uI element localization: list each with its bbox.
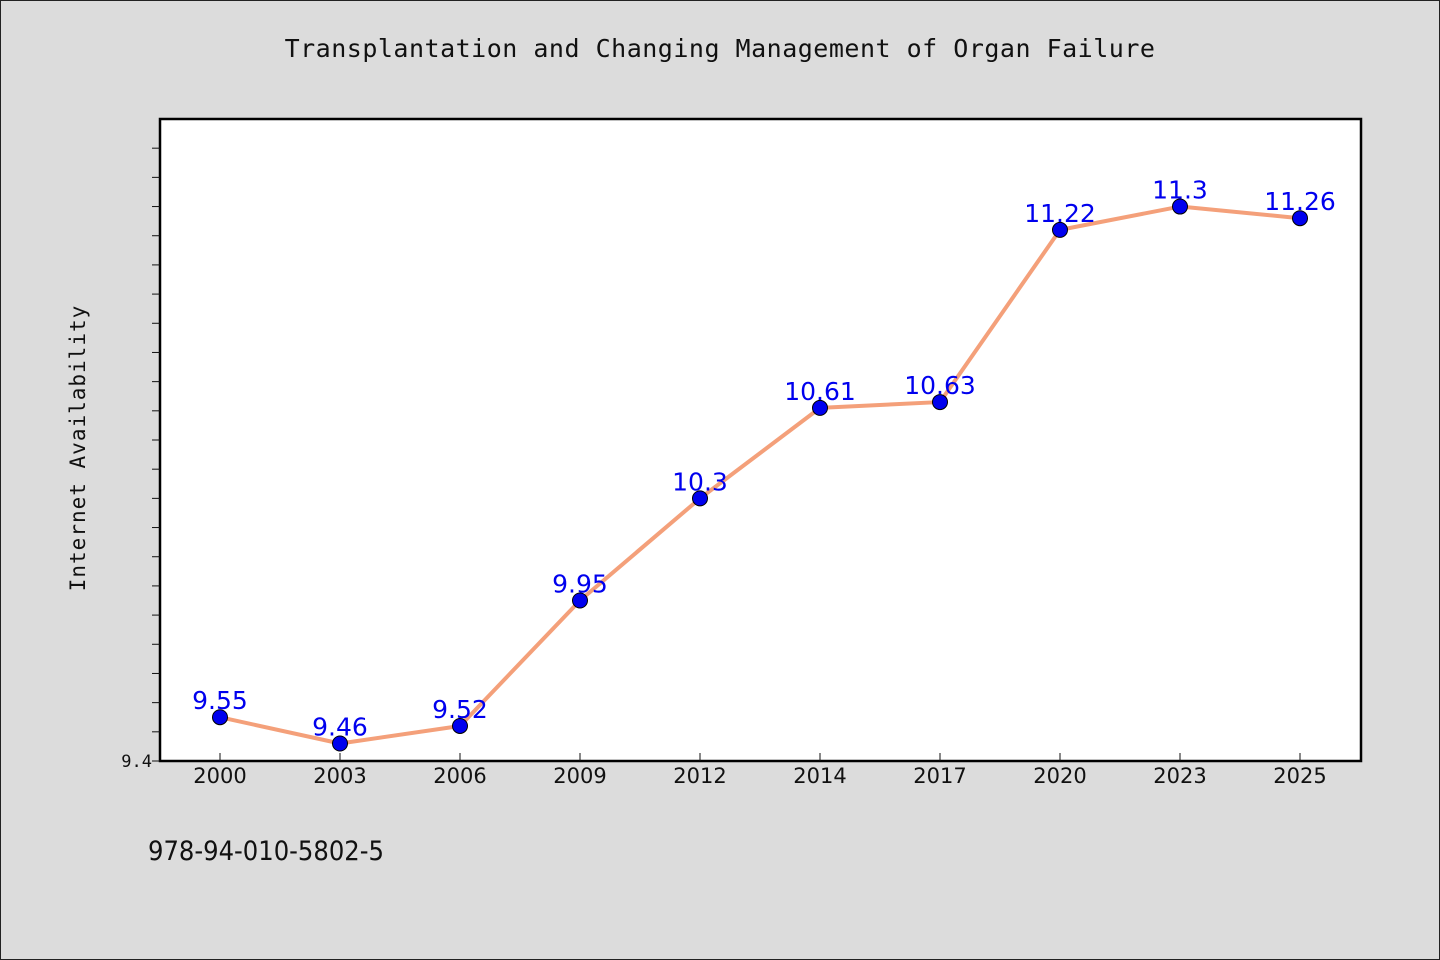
data-point bbox=[1052, 221, 1068, 238]
plot-area bbox=[158, 117, 1363, 763]
x-tick-label: 2025 bbox=[1273, 764, 1326, 788]
x-tick-label: 2012 bbox=[673, 764, 726, 788]
y-tick-label: 9.4 bbox=[121, 752, 152, 772]
data-label: 10.61 bbox=[784, 377, 856, 406]
y-axis-ticks: 9.4 bbox=[121, 147, 160, 772]
data-point bbox=[212, 709, 228, 726]
data-point bbox=[332, 735, 348, 752]
x-tick-label: 2023 bbox=[1153, 764, 1206, 788]
data-point bbox=[692, 490, 708, 507]
x-tick-label: 2009 bbox=[553, 764, 606, 788]
x-tick-label: 2003 bbox=[313, 764, 366, 788]
chart-title: Transplantation and Changing Management … bbox=[284, 34, 1156, 63]
data-point bbox=[812, 399, 828, 416]
data-label: 11.26 bbox=[1264, 187, 1336, 216]
data-label: 9.52 bbox=[432, 695, 488, 724]
data-label: 10.63 bbox=[904, 371, 976, 400]
data-labels: 9.55 9.46 9.52 9.95 10.3 10.61 10.63 11.22 11.3 1… bbox=[192, 176, 1336, 742]
x-tick-label: 2000 bbox=[193, 764, 246, 788]
isbn-code: 978-94-010-5802-5 bbox=[148, 836, 384, 867]
x-axis-ticks: 2000 2003 2006 2009 2012 2014 2017 2020 2023 2025 bbox=[193, 753, 1327, 788]
x-tick-label: 2006 bbox=[433, 764, 486, 788]
data-markers bbox=[212, 198, 1308, 752]
data-label: 10.3 bbox=[672, 467, 728, 496]
data-label: 11.3 bbox=[1152, 176, 1208, 205]
data-point bbox=[452, 717, 468, 734]
data-point bbox=[1172, 198, 1188, 215]
x-tick-label: 2014 bbox=[793, 764, 846, 788]
data-point bbox=[572, 592, 588, 609]
x-tick-label: 2017 bbox=[913, 764, 966, 788]
data-point bbox=[1292, 210, 1308, 227]
series-line-group bbox=[219, 204, 1301, 746]
series-line bbox=[219, 204, 1301, 746]
data-point bbox=[932, 394, 948, 411]
data-label: 9.55 bbox=[192, 686, 248, 715]
data-label: 9.46 bbox=[312, 712, 368, 741]
data-label: 11.22 bbox=[1024, 199, 1096, 228]
data-label: 9.95 bbox=[552, 570, 608, 599]
x-tick-label: 2020 bbox=[1033, 764, 1086, 788]
